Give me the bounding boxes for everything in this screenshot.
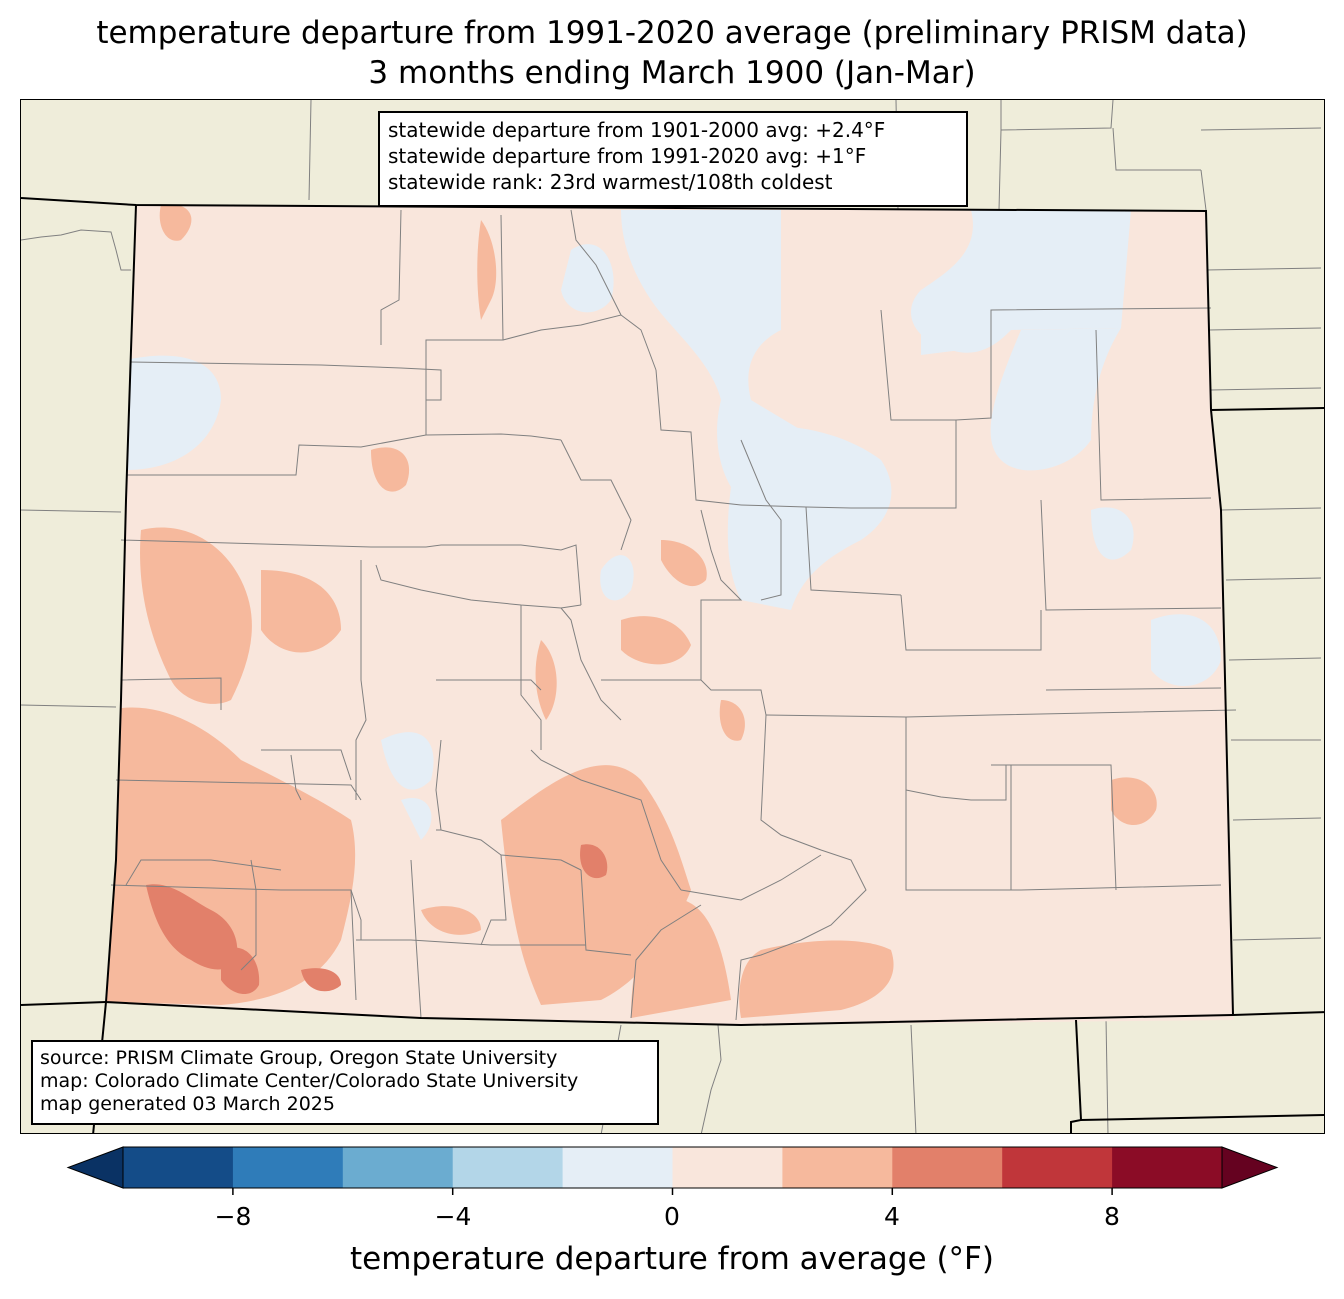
- stats-rank: statewide rank: 23rd warmest/108th colde…: [388, 170, 833, 194]
- map-title: temperature departure from 1991-2020 ave…: [96, 15, 1248, 51]
- colorbar-over-arrow: [1221, 1146, 1279, 1189]
- colorbar-segment: [1112, 1147, 1223, 1188]
- county-borders: [110, 209, 1237, 1021]
- anomaly-field: [106, 205, 1234, 1025]
- colorbar-tick-label: 4: [884, 1202, 900, 1231]
- colorbar-segment: [672, 1147, 783, 1188]
- colorbar: [66, 1146, 1279, 1195]
- stats-departure-1901-2000: statewide departure from 1901-2000 avg: …: [388, 118, 886, 142]
- source-line: source: PRISM Climate Group, Oregon Stat…: [40, 1047, 558, 1069]
- colorado-map: [21, 100, 1324, 1133]
- below-normal-areas: [126, 210, 1221, 840]
- neighbor-state-borders: [21, 100, 1322, 1133]
- generated-date-line: map generated 03 March 2025: [40, 1093, 335, 1115]
- state-borders: [21, 197, 1324, 1133]
- map-panel: [20, 99, 1325, 1134]
- colorbar-segment: [232, 1147, 344, 1188]
- colorbar-tick-label: 0: [664, 1202, 680, 1231]
- colorbar-segment: [562, 1147, 673, 1188]
- colorbar-segment: [892, 1147, 1003, 1188]
- strong-above-normal-areas: [146, 844, 608, 995]
- map-subtitle: 3 months ending March 1900 (Jan-Mar): [368, 55, 976, 91]
- colorbar-tick-label: 8: [1104, 1202, 1120, 1231]
- statewide-stats-box: statewide departure from 1901-2000 avg: …: [378, 111, 968, 207]
- stats-departure-1991-2020: statewide departure from 1991-2020 avg: …: [388, 144, 867, 168]
- map-credit-line: map: Colorado Climate Center/Colorado St…: [40, 1070, 579, 1092]
- colorbar-under-arrow: [66, 1146, 124, 1189]
- colorbar-segment: [1002, 1147, 1113, 1188]
- colorbar-segment: [782, 1147, 893, 1188]
- colorbar-segment: [452, 1147, 564, 1188]
- colorbar-segment: [342, 1147, 454, 1188]
- colorbar-tick-label: −8: [214, 1202, 252, 1231]
- colorbar-tick-label: −4: [434, 1202, 472, 1231]
- colorbar-segment: [123, 1147, 234, 1188]
- colorbar-label: temperature departure from average (°F): [350, 1241, 994, 1277]
- source-credit-box: source: PRISM Climate Group, Oregon Stat…: [31, 1040, 659, 1125]
